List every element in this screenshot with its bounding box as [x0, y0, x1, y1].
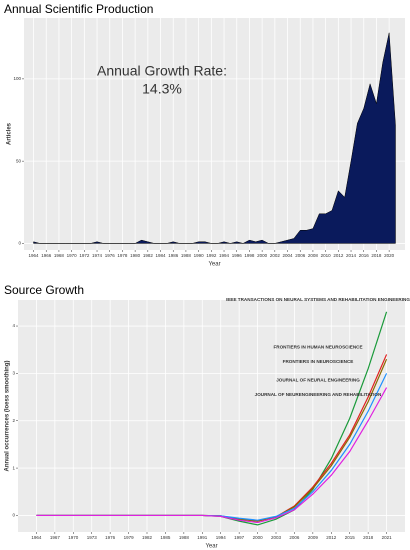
x-tick-label: 1970: [68, 535, 79, 540]
x-tick-label: 1968: [54, 253, 65, 258]
x-tick-label: 1988: [181, 253, 192, 258]
series-label: JOURNAL OF NEURENGINEERING AND REHABILIT…: [255, 392, 382, 397]
x-tick-label: 1978: [117, 253, 128, 258]
plot-panel: [18, 300, 405, 532]
y-tick-label: 2: [12, 418, 15, 423]
y-tick-label: 4: [12, 323, 15, 328]
y-axis-label: Annual occurrences (loess smoothing): [5, 360, 11, 471]
x-tick-label: 1990: [194, 253, 205, 258]
y-axis-label: Articles: [7, 122, 13, 145]
x-tick-label: 1982: [142, 535, 153, 540]
x-tick-label: 1967: [50, 535, 61, 540]
x-tick-label: 2021: [382, 535, 393, 540]
x-tick-label: 2018: [363, 535, 374, 540]
chart-title: Annual Scientific Production: [4, 2, 153, 16]
series-label: FRONTIERS IN NEUROSCIENCE: [283, 359, 354, 364]
x-tick-label: 2000: [257, 253, 268, 258]
x-tick-label: 2002: [270, 253, 281, 258]
x-tick-label: 1994: [216, 535, 227, 540]
x-tick-label: 1964: [31, 535, 42, 540]
x-tick-label: 2018: [371, 253, 382, 258]
x-tick-label: 2009: [308, 535, 319, 540]
x-axis-label: Year: [205, 544, 217, 550]
y-tick-label: 1: [12, 465, 15, 470]
x-tick-label: 1966: [41, 253, 52, 258]
x-tick-label: 2006: [295, 253, 306, 258]
x-tick-label: 2016: [359, 253, 370, 258]
y-tick-label: 100: [13, 76, 21, 81]
x-tick-label: 2008: [308, 253, 319, 258]
x-tick-label: 1991: [197, 535, 208, 540]
x-axis-label: Year: [208, 262, 220, 268]
x-tick-label: 1997: [234, 535, 245, 540]
x-tick-label: 1976: [105, 253, 116, 258]
x-tick-label: 1964: [29, 253, 40, 258]
x-tick-label: 1992: [206, 253, 217, 258]
line: [36, 387, 388, 524]
x-tick-label: 2010: [321, 253, 332, 258]
x-tick-label: 1973: [87, 535, 98, 540]
x-tick-label: 1982: [143, 253, 154, 258]
series-label: IEEE TRANSACTIONS ON NEURAL SYSTEMS AND …: [226, 297, 410, 302]
x-tick-label: 1996: [232, 253, 243, 258]
x-tick-label: 1986: [168, 253, 179, 258]
x-tick-label: 2006: [289, 535, 300, 540]
series-label: JOURNAL OF NEURAL ENGINEERING: [276, 378, 360, 383]
y-tick-label: 3: [12, 371, 15, 376]
y-tick-label: 50: [16, 158, 22, 163]
area: [33, 32, 396, 244]
x-tick-label: 1980: [130, 253, 141, 258]
y-tick-label: 0: [18, 241, 21, 246]
x-tick-label: 1985: [160, 535, 171, 540]
x-tick-label: 1988: [179, 535, 190, 540]
x-tick-label: 2012: [326, 535, 337, 540]
x-tick-label: 2014: [346, 253, 357, 258]
chart-title: Source Growth: [4, 283, 84, 297]
x-tick-label: 2003: [271, 535, 282, 540]
x-tick-label: 1976: [105, 535, 116, 540]
series-label: FRONTIERS IN HUMAN NEUROSCIENCE: [273, 345, 362, 350]
x-tick-label: 1972: [79, 253, 90, 258]
x-tick-label: 2000: [253, 535, 264, 540]
x-tick-label: 1979: [124, 535, 135, 540]
x-tick-label: 1974: [92, 253, 103, 258]
x-tick-label: 1998: [244, 253, 255, 258]
x-tick-label: 1984: [156, 253, 167, 258]
x-tick-label: 2015: [345, 535, 356, 540]
x-tick-label: 2004: [283, 253, 294, 258]
x-tick-label: 1970: [67, 253, 78, 258]
x-tick-label: 2020: [384, 253, 395, 258]
x-tick-label: 2012: [333, 253, 344, 258]
annotation: 14.3%: [142, 81, 182, 97]
annotation: Annual Growth Rate:: [97, 63, 227, 79]
x-tick-label: 1994: [219, 253, 230, 258]
y-tick-label: 0: [12, 513, 15, 518]
